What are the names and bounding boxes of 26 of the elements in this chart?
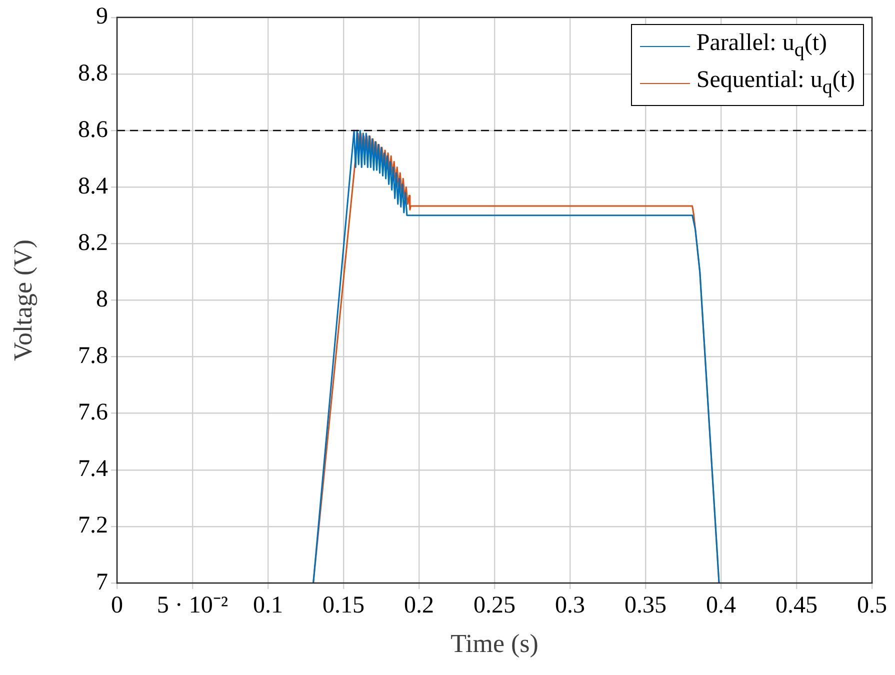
y-tick-label: 8 [96, 286, 108, 312]
legend-label: Sequential: u$_{q}$(t) [696, 66, 855, 100]
y-tick-label: 7.6 [78, 400, 108, 426]
y-tick-label: 8.2 [78, 230, 108, 256]
y-tick-label: 8.4 [78, 173, 108, 200]
y-tick-label: 7.2 [78, 512, 108, 539]
x-tick-label: 0.4 [706, 592, 736, 619]
y-tick-label: 8.6 [78, 116, 108, 143]
x-tick-label: 0.5 [857, 592, 887, 619]
x-tick-label: 0.25 [474, 592, 516, 619]
x-tick-label: 0.15 [322, 592, 364, 619]
x-tick-label: 5 · 10⁻² [156, 592, 228, 619]
x-axis-title: Time (s) [450, 629, 538, 658]
legend-label: Parallel: u$_{q}$(t) [696, 29, 827, 63]
y-tick-label: 7 [96, 569, 108, 596]
x-tick-label: 0.1 [253, 592, 283, 619]
y-tick-label: 7.8 [78, 343, 108, 370]
y-tick-label: 9 [96, 4, 108, 30]
y-axis-title: Voltage (V) [8, 239, 38, 361]
x-tick-label: 0.3 [555, 592, 585, 619]
x-tick-label: 0.35 [624, 592, 666, 619]
y-tick-label: 7.4 [78, 456, 108, 482]
x-tick-label: 0 [111, 592, 123, 619]
y-tick-label: 8.8 [78, 60, 108, 86]
x-tick-label: 0.45 [776, 592, 818, 619]
x-tick-label: 0.2 [404, 592, 434, 619]
